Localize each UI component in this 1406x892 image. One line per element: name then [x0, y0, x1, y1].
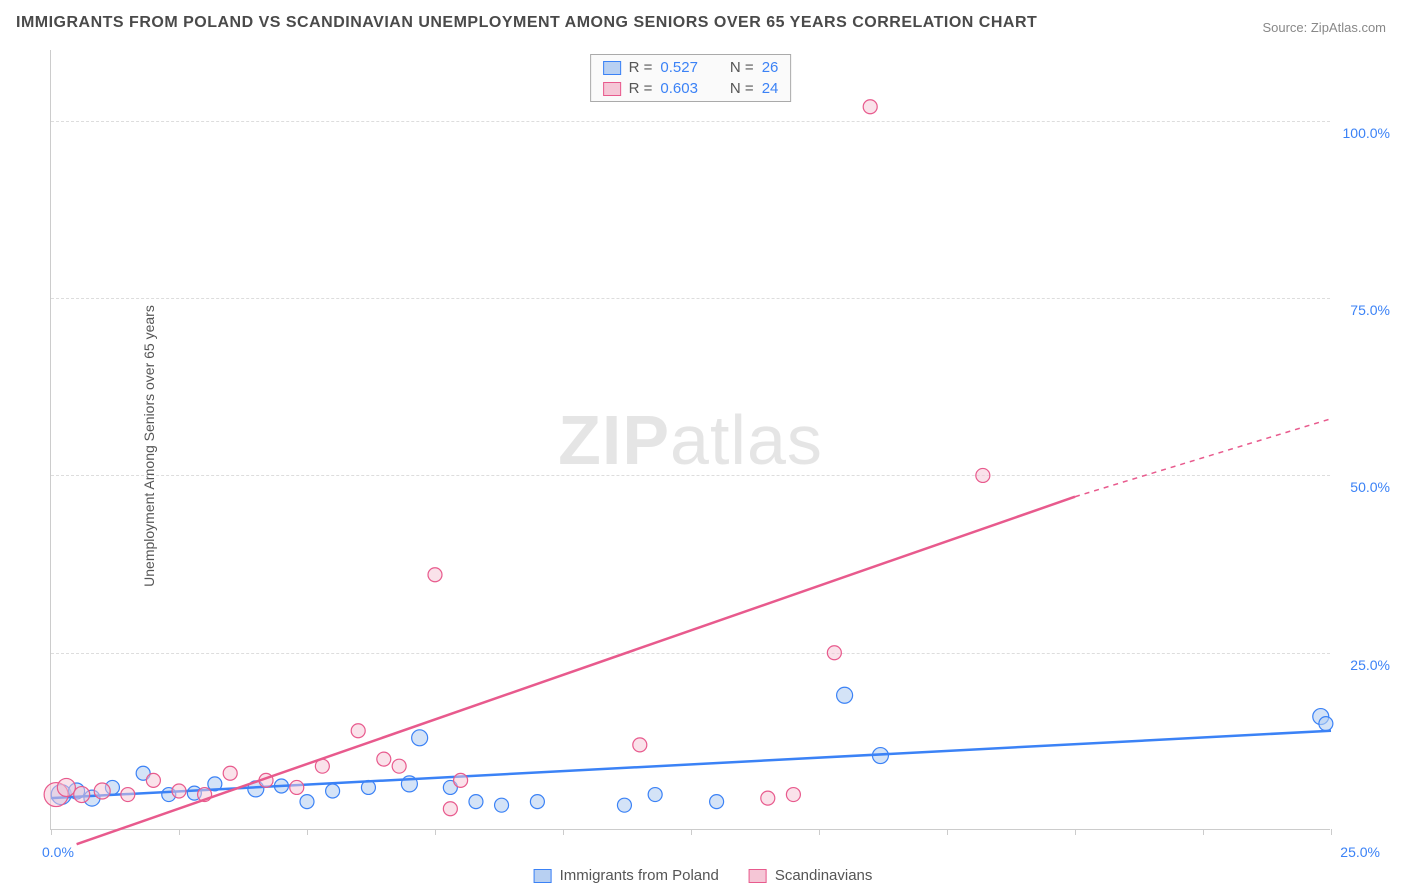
- scandinavians-point: [290, 780, 304, 794]
- y-tick-label: 25.0%: [1340, 657, 1390, 673]
- legend-swatch: [534, 869, 552, 883]
- n-label: N =: [730, 80, 754, 97]
- scandinavians-point: [863, 100, 877, 114]
- scandinavians-point: [377, 752, 391, 766]
- source-attribution: Source: ZipAtlas.com: [1262, 20, 1386, 35]
- x-tick: [435, 829, 436, 835]
- r-label: R =: [629, 80, 653, 97]
- scandinavians-point: [74, 787, 90, 803]
- scandinavians-point: [633, 738, 647, 752]
- x-tick: [563, 829, 564, 835]
- x-tick: [51, 829, 52, 835]
- scandinavians-point: [827, 646, 841, 660]
- x-tick: [1331, 829, 1332, 835]
- poland-trendline: [51, 731, 1331, 798]
- legend-stat-row: R = 0.527 N = 26: [591, 57, 791, 78]
- scandinavians-point: [223, 766, 237, 780]
- poland-point: [648, 788, 662, 802]
- x-tick-0: 0.0%: [42, 844, 74, 860]
- poland-point: [530, 795, 544, 809]
- legend-swatch: [749, 869, 767, 883]
- x-tick-end: 25.0%: [1340, 844, 1380, 860]
- x-tick: [691, 829, 692, 835]
- x-tick: [179, 829, 180, 835]
- poland-point: [495, 798, 509, 812]
- scandinavians-point: [121, 788, 135, 802]
- y-tick-label: 75.0%: [1340, 302, 1390, 318]
- poland-point: [300, 795, 314, 809]
- legend-series: Immigrants from Poland Scandinavians: [534, 867, 873, 884]
- scandinavians-point: [786, 788, 800, 802]
- n-value: 24: [762, 80, 779, 97]
- legend-swatch: [603, 61, 621, 75]
- legend-swatch: [603, 82, 621, 96]
- n-value: 26: [762, 59, 779, 76]
- scandinavians-point: [351, 724, 365, 738]
- poland-point: [837, 687, 853, 703]
- chart-title: IMMIGRANTS FROM POLAND VS SCANDINAVIAN U…: [16, 14, 1037, 32]
- poland-point: [617, 798, 631, 812]
- scandinavians-point: [428, 568, 442, 582]
- r-value: 0.527: [660, 59, 698, 76]
- scandinavians-point: [94, 783, 110, 799]
- y-tick-label: 100.0%: [1340, 125, 1390, 141]
- scandinavians-trendline: [77, 497, 1075, 844]
- x-tick: [1075, 829, 1076, 835]
- scandinavians-point: [392, 759, 406, 773]
- scandinavians-point: [454, 773, 468, 787]
- poland-point: [412, 730, 428, 746]
- y-tick-label: 50.0%: [1340, 479, 1390, 495]
- x-tick: [947, 829, 948, 835]
- scandinavians-point: [761, 791, 775, 805]
- scandinavians-point: [976, 468, 990, 482]
- scandinavians-point: [172, 784, 186, 798]
- n-label: N =: [730, 59, 754, 76]
- chart-svg: [51, 50, 1330, 829]
- scandinavians-point: [443, 802, 457, 816]
- poland-point: [1319, 717, 1333, 731]
- x-tick: [307, 829, 308, 835]
- r-value: 0.603: [660, 80, 698, 97]
- legend-series-label: Scandinavians: [775, 867, 873, 884]
- legend-series-item: Immigrants from Poland: [534, 867, 719, 884]
- legend-series-label: Immigrants from Poland: [560, 867, 719, 884]
- poland-point: [469, 795, 483, 809]
- legend-correlation: R = 0.527 N = 26 R = 0.603 N = 24: [590, 54, 792, 102]
- x-tick: [819, 829, 820, 835]
- scandinavians-point: [57, 778, 75, 796]
- r-label: R =: [629, 59, 653, 76]
- x-tick: [1203, 829, 1204, 835]
- legend-series-item: Scandinavians: [749, 867, 873, 884]
- plot-area: ZIPatlas 25.0%50.0%75.0%100.0% R =0.527N…: [50, 50, 1330, 830]
- scandinavians-point: [146, 773, 160, 787]
- poland-point: [710, 795, 724, 809]
- legend-stat-row: R = 0.603 N = 24: [591, 78, 791, 99]
- scandinavians-trendline-dashed: [1075, 419, 1331, 497]
- poland-point: [326, 784, 340, 798]
